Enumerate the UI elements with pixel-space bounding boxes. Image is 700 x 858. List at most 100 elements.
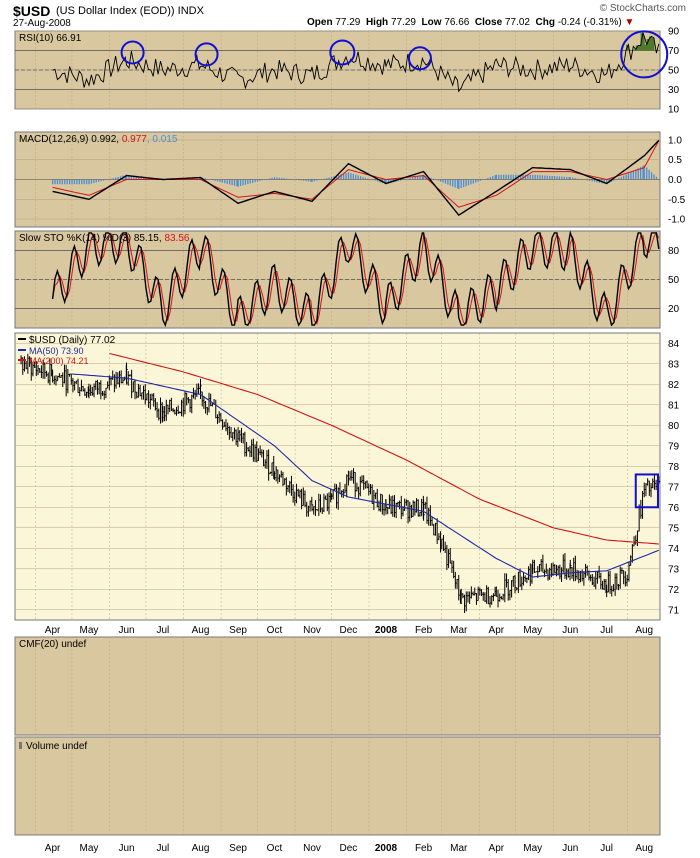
- rsi-overbought-fill: [644, 44, 648, 51]
- macd-histogram-bar: [204, 178, 207, 180]
- x-axis-label: Aug: [635, 625, 653, 636]
- price-y-tick: 83: [668, 359, 680, 370]
- macd-histogram-bar: [452, 179, 454, 187]
- volume-x-axis-label: 2008: [375, 843, 398, 854]
- macd-histogram-bar: [298, 179, 300, 181]
- macd-histogram-bar: [556, 176, 558, 180]
- macd-histogram-bar: [237, 179, 239, 187]
- x-axis-label: Aug: [192, 625, 210, 636]
- macd-histogram-bar: [412, 177, 414, 180]
- price-y-tick: 79: [668, 441, 680, 452]
- macd-histogram-bar: [512, 174, 514, 180]
- macd-histogram-bar: [130, 175, 133, 180]
- macd-histogram-bar: [73, 179, 76, 185]
- macd-histogram-bar: [484, 178, 487, 180]
- cmf-title: CMF(20) undef: [19, 639, 86, 650]
- rsi-overbought-fill: [649, 36, 653, 51]
- x-axis-label: Feb: [415, 625, 433, 636]
- macd-histogram-bar: [618, 178, 620, 180]
- macd-histogram-bar: [323, 178, 325, 180]
- price-y-tick: 77: [668, 482, 680, 493]
- macd-histogram-bar: [640, 167, 642, 180]
- macd-histogram-bar: [409, 178, 411, 180]
- macd-histogram-bar: [313, 179, 316, 182]
- volume-x-axis-label: Feb: [415, 843, 433, 854]
- macd-histogram-bar: [387, 179, 390, 184]
- macd-histogram-bar: [487, 177, 489, 180]
- price-y-tick: 78: [668, 462, 680, 473]
- index-name: (US Dollar Index (EOD)): [56, 5, 175, 17]
- macd-histogram-bar: [572, 177, 574, 180]
- volume-x-axis-label: Dec: [340, 843, 358, 854]
- close-label: Close: [474, 17, 503, 28]
- macd-histogram-bar: [625, 174, 627, 180]
- down-arrow-icon: ▼: [624, 17, 635, 28]
- macd-histogram-bar: [273, 177, 276, 180]
- macd-histogram-bar: [449, 179, 451, 186]
- rsi-overbought-fill: [638, 45, 642, 51]
- macd-histogram-bar: [591, 179, 593, 182]
- macd-histogram-bar: [627, 173, 630, 180]
- macd-histogram-bar: [66, 179, 68, 185]
- volume-x-axis-label: Oct: [267, 843, 283, 854]
- ma200-legend-swatch: [18, 359, 26, 361]
- price-y-tick: 75: [668, 523, 680, 534]
- macd-histogram-bar: [475, 179, 477, 183]
- macd-histogram-bar: [419, 175, 421, 180]
- macd-histogram-bar: [529, 174, 531, 180]
- macd-y-tick: 0.5: [668, 155, 682, 166]
- macd-histogram-bar: [112, 178, 114, 180]
- macd-histogram-bar: [226, 179, 228, 184]
- macd-histogram-bar: [350, 173, 352, 180]
- rsi-y-tick: 30: [668, 85, 680, 96]
- macd-histogram-bar: [347, 172, 350, 180]
- high-value: 77.29: [390, 17, 416, 28]
- rsi-annotation-circle: [120, 40, 145, 65]
- price-y-tick: 80: [668, 421, 680, 432]
- x-axis-label: Apr: [489, 625, 505, 636]
- macd-histogram-bar: [302, 179, 305, 181]
- macd-histogram-bar: [115, 177, 117, 180]
- macd-histogram-bar: [527, 174, 529, 180]
- rsi-overbought-fill: [651, 38, 655, 51]
- rsi-y-tick: 90: [668, 27, 680, 38]
- symbol: $USD: [13, 3, 51, 19]
- macd-histogram-bar: [642, 165, 644, 180]
- macd-histogram-bar: [502, 174, 505, 180]
- macd-histogram-bar: [551, 175, 553, 180]
- price-y-tick: 84: [668, 339, 680, 350]
- volume-legend-swatch: [19, 742, 22, 749]
- macd-histogram-bar: [454, 179, 456, 188]
- macd-histogram-bar: [252, 179, 254, 183]
- volume-x-axis-label: Apr: [489, 843, 505, 854]
- macd-histogram-bar: [247, 179, 249, 185]
- macd-histogram-bar: [596, 179, 598, 183]
- macd-histogram-bar: [125, 174, 128, 180]
- stochastic-k-line: [51, 230, 660, 328]
- macd-histogram-bar: [456, 179, 459, 189]
- rsi-y-tick: 10: [668, 105, 680, 116]
- macd-histogram-bar: [606, 179, 608, 185]
- macd-histogram-bar: [465, 179, 467, 187]
- macd-histogram-bar: [646, 167, 648, 180]
- macd-histogram-bar: [85, 179, 88, 185]
- x-axis-label: Oct: [267, 625, 283, 636]
- macd-histogram-bar: [632, 170, 635, 180]
- macd-histogram-bar: [300, 179, 302, 181]
- macd-histogram-bar: [515, 174, 517, 180]
- macd-histogram-bar: [95, 179, 97, 183]
- macd-histogram-bar: [325, 178, 328, 180]
- price-y-tick: 74: [668, 544, 680, 555]
- volume-x-axis-label: Jun: [118, 843, 134, 854]
- price-legend-title: $USD (Daily) 77.02: [29, 335, 116, 346]
- macd-histogram-bar: [54, 179, 56, 185]
- stochastic-d-line: [52, 231, 660, 325]
- macd-histogram-bar: [278, 177, 281, 180]
- macd-histogram-bar: [93, 179, 95, 184]
- x-axis-label: Dec: [340, 625, 358, 636]
- macd-histogram-bar: [88, 179, 90, 185]
- macd-histogram-bar: [561, 176, 563, 180]
- chart-date: 27-Aug-2008: [13, 18, 71, 29]
- macd-histogram-bar: [620, 176, 622, 180]
- macd-histogram-bar: [117, 176, 119, 180]
